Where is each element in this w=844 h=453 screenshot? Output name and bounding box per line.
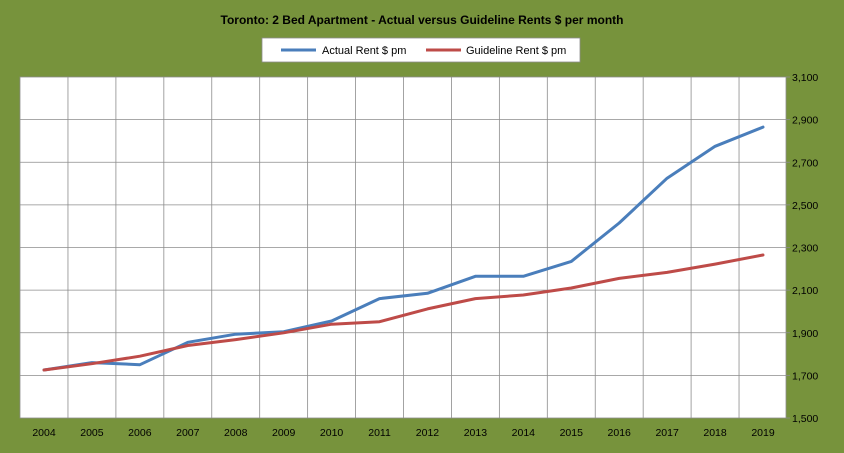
- y-tick-label: 1,700: [792, 370, 818, 382]
- x-tick-label: 2017: [655, 427, 679, 439]
- x-axis: 2004 2005 2006 2007 2008 2009 2010 2011 2012 2013…: [32, 427, 775, 439]
- legend-label-actual-rent: Actual Rent $ pm: [322, 45, 406, 57]
- x-tick-label: 2005: [80, 427, 104, 439]
- x-tick-label: 2015: [560, 427, 584, 439]
- x-tick-label: 2012: [416, 427, 440, 439]
- legend-label-guideline-rent: Guideline Rent $ pm: [466, 45, 566, 57]
- x-tick-label: 2013: [464, 427, 488, 439]
- x-tick-label: 2018: [703, 427, 727, 439]
- y-axis: 1,500 1,700 1,900 2,100 2,300 2,500 2,700 2,900…: [786, 72, 818, 425]
- legend: Actual Rent $ pm Guideline Rent $ pm: [262, 38, 580, 62]
- x-tick-label: 2010: [320, 427, 344, 439]
- x-tick-label: 2019: [751, 427, 775, 439]
- y-tick-label: 2,900: [792, 115, 818, 127]
- x-tick-label: 2014: [512, 427, 536, 439]
- x-tick-label: 2004: [32, 427, 56, 439]
- x-tick-label: 2011: [368, 427, 391, 439]
- x-tick-label: 2006: [128, 427, 152, 439]
- y-tick-label: 1,500: [792, 413, 818, 425]
- x-tick-label: 2008: [224, 427, 248, 439]
- y-tick-label: 2,300: [792, 243, 818, 255]
- y-tick-label: 1,900: [792, 328, 818, 340]
- x-tick-label: 2007: [176, 427, 200, 439]
- y-tick-label: 2,700: [792, 157, 818, 169]
- y-tick-label: 2,500: [792, 200, 818, 212]
- x-tick-label: 2009: [272, 427, 296, 439]
- y-tick-label: 3,100: [792, 72, 818, 84]
- x-tick-label: 2016: [608, 427, 632, 439]
- chart-title: Toronto: 2 Bed Apartment - Actual versus…: [221, 13, 624, 27]
- y-tick-label: 2,100: [792, 285, 818, 297]
